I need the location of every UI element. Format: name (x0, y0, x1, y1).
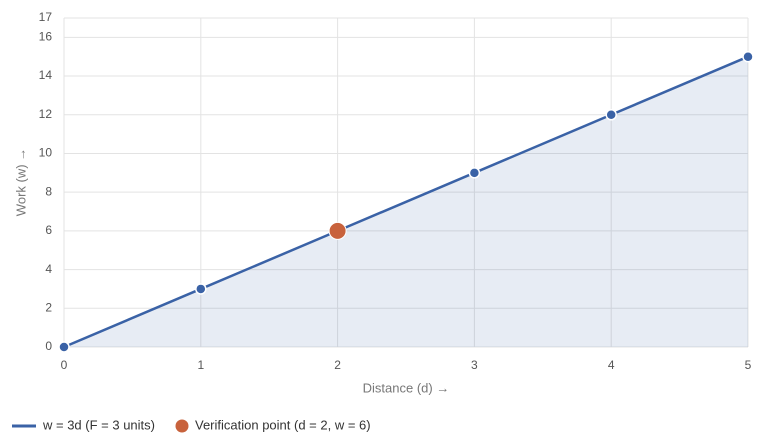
legend-marker (175, 419, 189, 433)
x-tick-label: 3 (471, 358, 478, 372)
y-tick-label: 4 (45, 262, 52, 276)
x-tick-label: 4 (608, 358, 615, 372)
legend-label: w = 3d (F = 3 units) (42, 417, 155, 432)
point (58, 341, 70, 353)
line (63, 55, 749, 349)
legend-label: Verification point (d = 2, w = 6) (195, 417, 371, 432)
grid (63, 17, 749, 348)
x-tick-label: 1 (197, 358, 204, 372)
y-tick-label: 8 (45, 184, 52, 198)
verification-point (328, 221, 347, 240)
x-tick-label: 0 (61, 358, 68, 372)
y-tick-label: 16 (39, 30, 53, 44)
x-tick-label: 5 (745, 358, 752, 372)
y-tick-label: 10 (39, 146, 53, 160)
y-tick-label: 2 (45, 300, 52, 314)
y-axis-title: Work (w) → (13, 148, 28, 216)
y-tick-label: 12 (39, 107, 53, 121)
y-tick-label: 6 (45, 223, 52, 237)
point (468, 167, 481, 179)
x-axis-title: Distance (d) → (363, 380, 450, 395)
y-tick-label: 17 (39, 10, 53, 24)
y-tick-label: 14 (39, 68, 53, 82)
point (605, 109, 617, 121)
x-tick-label: 2 (334, 358, 341, 372)
point (742, 50, 754, 63)
y-tick-label: 0 (45, 339, 52, 353)
point (195, 283, 207, 295)
